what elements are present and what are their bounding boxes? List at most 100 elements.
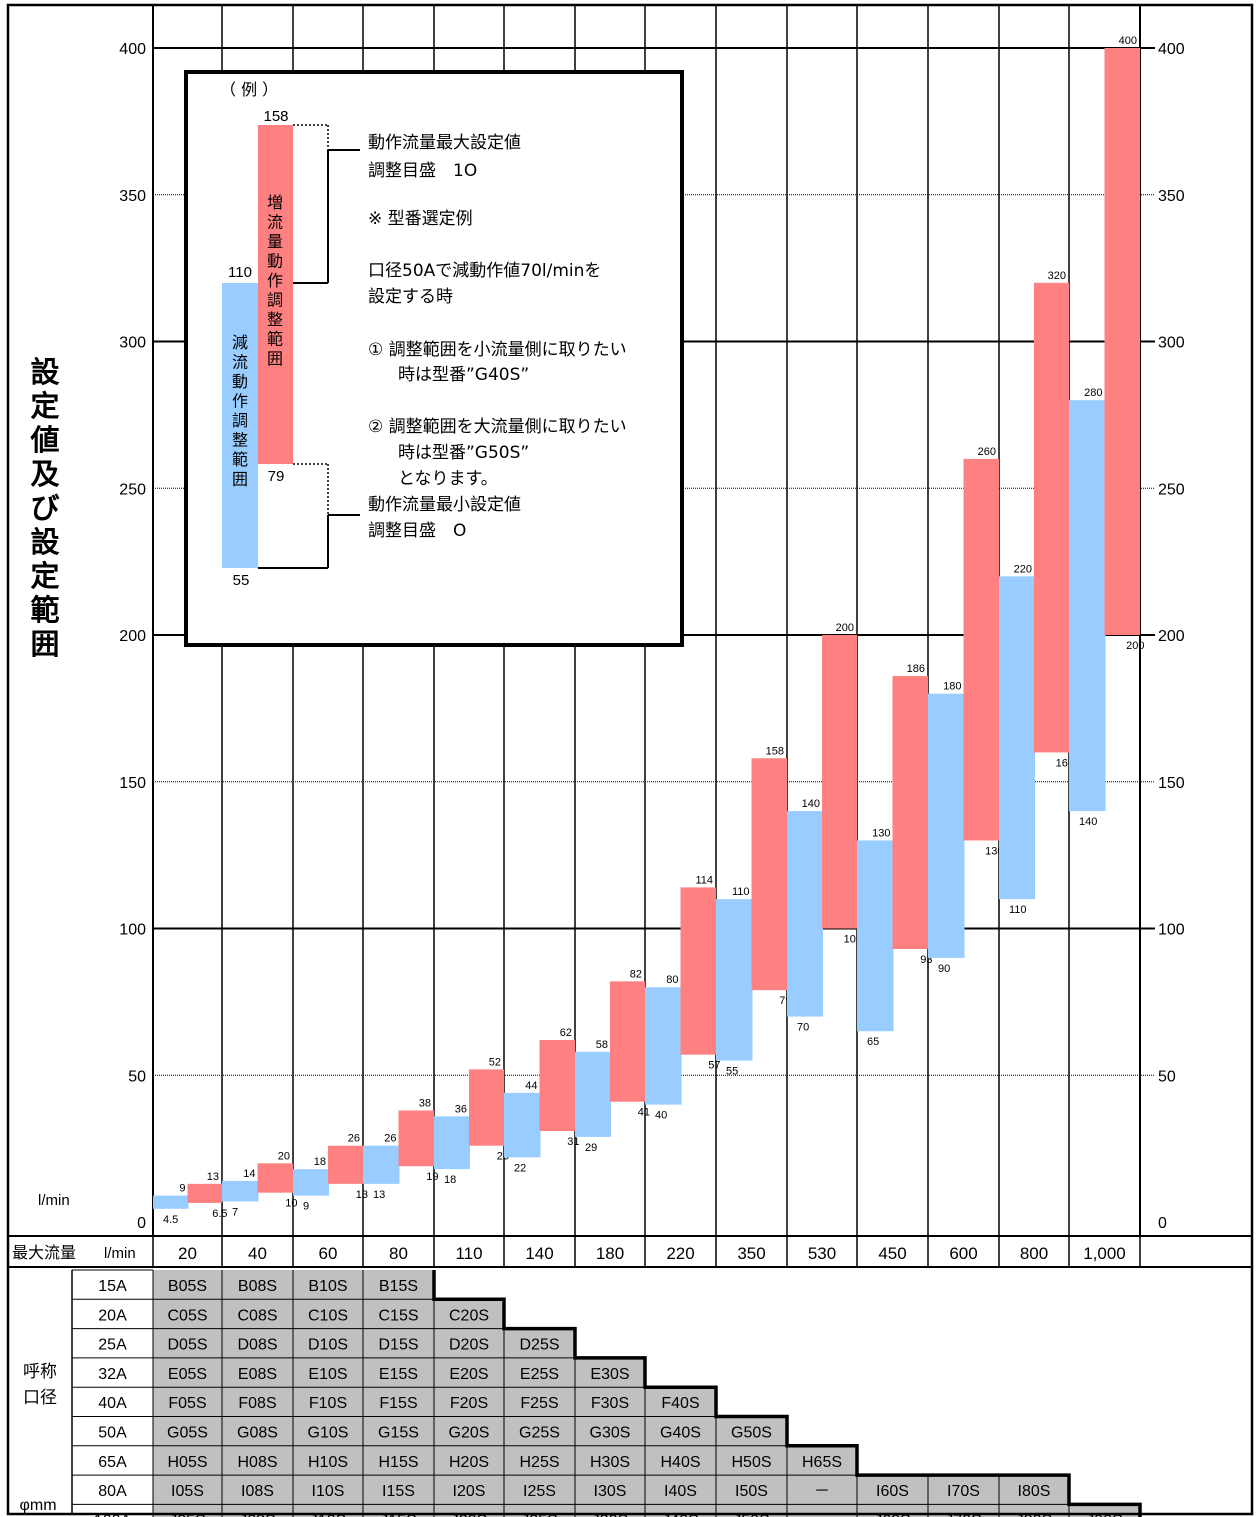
model-cell-shaded [575, 1416, 645, 1446]
example-red-label: 整 [267, 310, 283, 329]
max-flow-label: 最大流量 [12, 1243, 76, 1262]
model-number: G30S [590, 1425, 631, 1442]
model-cell-shaded [153, 1445, 222, 1476]
max-flow-value: 600 [949, 1244, 977, 1263]
model-number: G05S [167, 1425, 208, 1442]
example-text: ② 調整範囲を大流量側に取りたい [368, 417, 627, 437]
example-red-high: 158 [263, 108, 288, 125]
model-number: E10S [308, 1366, 347, 1383]
y-tick-label-left: 150 [119, 775, 146, 792]
model-cell-shaded [645, 1416, 716, 1446]
range-bar-increase [1034, 282, 1069, 753]
model-number: F25S [520, 1395, 558, 1412]
nominal-size-label: 32A [98, 1366, 127, 1383]
model-cell-shaded [504, 1328, 575, 1358]
model-cell-shaded [434, 1416, 504, 1446]
bar-value-label: 40 [655, 1110, 667, 1122]
bar-value-label: 38 [419, 1097, 431, 1109]
model-number: G15S [378, 1425, 419, 1442]
y-tick-label-right: 50 [1158, 1068, 1176, 1085]
range-bar-increase [187, 1183, 222, 1203]
model-cell-shaded [293, 1270, 363, 1300]
model-number: C08S [237, 1307, 277, 1324]
model-number: G08S [237, 1425, 278, 1442]
example-text: 調整目盛 1O [368, 161, 477, 181]
y-axis-title: 設定値及び設定範囲 [20, 355, 70, 661]
bar-value-label: 320 [1048, 270, 1066, 282]
example-blue-label: 範 [232, 450, 248, 469]
model-number: H40S [660, 1454, 700, 1471]
model-number: G10S [308, 1425, 349, 1442]
model-number: － [814, 1483, 830, 1500]
example-blue-label: 動 [232, 372, 248, 391]
shaded-region-boundary [432, 1270, 1142, 1517]
model-cell-shaded [222, 1270, 293, 1300]
model-cell-shaded [293, 1387, 363, 1417]
model-number: I20S [453, 1483, 486, 1500]
model-cell-shaded [716, 1475, 787, 1505]
example-red-label: 囲 [267, 349, 283, 368]
bar-value-label: 18 [314, 1156, 326, 1168]
model-number: I30S [594, 1483, 627, 1500]
y-axis-title-char: 設 [30, 355, 60, 389]
model-cell-shaded [222, 1387, 293, 1417]
example-red-label: 動 [267, 252, 283, 271]
model-cell-shaded [434, 1328, 504, 1358]
model-cell-shaded [504, 1445, 575, 1476]
model-cell-shaded [363, 1328, 434, 1358]
model-number: I10S [312, 1483, 345, 1500]
bar-value-label: 65 [867, 1036, 879, 1048]
bar-value-label: 220 [1014, 563, 1032, 575]
model-cell-shaded [787, 1445, 857, 1476]
model-cell-shaded [434, 1445, 504, 1476]
example-bar-decrease [222, 283, 258, 568]
model-cell-shaded [222, 1357, 293, 1388]
bar-value-label: 10 [285, 1198, 297, 1210]
range-bar-decrease [857, 840, 894, 1032]
y-tick-label-right: 400 [1158, 41, 1185, 58]
model-number: I70S [947, 1483, 980, 1500]
bar-value-label: 200 [1126, 640, 1144, 652]
model-number: E05S [168, 1366, 207, 1383]
max-flow-value: 450 [878, 1244, 906, 1263]
bar-value-label: 19 [426, 1171, 438, 1183]
bar-value-label: 200 [836, 622, 854, 634]
example-blue-high: 110 [228, 264, 252, 281]
model-number: C20S [449, 1307, 489, 1324]
bar-value-label: 13 [373, 1189, 385, 1201]
model-number: H30S [590, 1454, 630, 1471]
model-number: H20S [449, 1454, 489, 1471]
model-cell-shaded [504, 1416, 575, 1446]
model-number: H15S [378, 1454, 418, 1471]
y-tick-label-right: 350 [1158, 188, 1185, 205]
y-axis-title-char: 値 [30, 423, 60, 457]
model-number: H65S [802, 1454, 842, 1471]
model-number: F10S [309, 1395, 347, 1412]
range-bar-decrease [293, 1169, 329, 1196]
model-cell-shaded [153, 1387, 222, 1417]
model-number: C05S [167, 1307, 207, 1324]
model-cell-shaded [716, 1416, 787, 1446]
example-red-label: 作 [267, 271, 283, 290]
model-number: E20S [449, 1366, 488, 1383]
model-cell-shaded [575, 1387, 645, 1417]
model-number: D10S [308, 1337, 348, 1354]
example-text: 調整目盛 O [368, 521, 466, 541]
max-flow-value: 220 [666, 1244, 694, 1263]
max-flow-value: 80 [389, 1244, 408, 1263]
max-flow-value: 180 [596, 1244, 624, 1263]
model-cell-shaded [222, 1299, 293, 1329]
model-cell-shaded [363, 1445, 434, 1476]
example-red-label: 調 [267, 291, 283, 310]
model-number: B08S [238, 1278, 277, 1295]
range-bar-increase [328, 1145, 363, 1184]
range-bar-decrease [575, 1051, 611, 1137]
bar-value-label: 13 [207, 1171, 219, 1183]
bar-value-label: 6.5 [212, 1208, 227, 1220]
example-blue-label: 囲 [232, 470, 248, 489]
y-tick-label-left: 0 [137, 1215, 146, 1232]
range-bar-decrease [645, 987, 682, 1105]
range-bar-increase [822, 635, 857, 929]
size-group-label: 呼称 [23, 1362, 57, 1382]
